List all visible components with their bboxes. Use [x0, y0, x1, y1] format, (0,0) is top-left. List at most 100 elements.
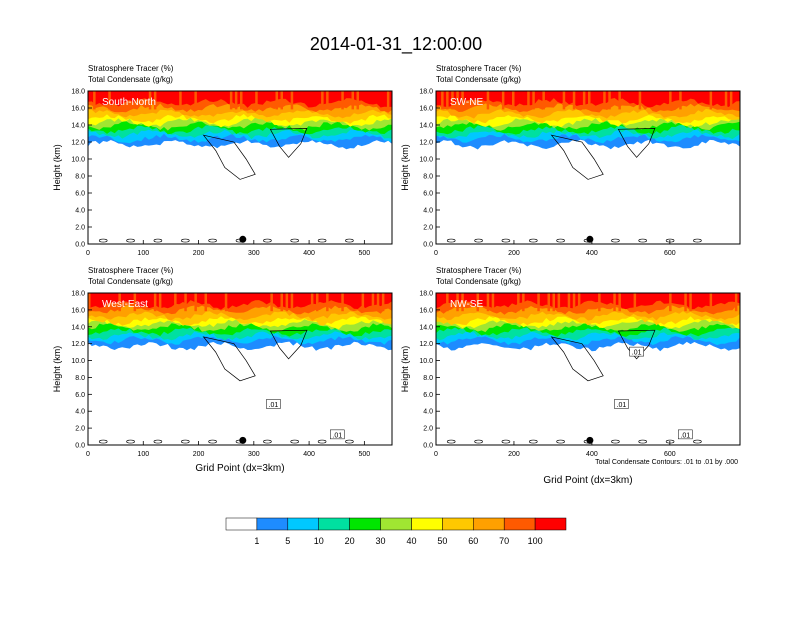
y-tick-label: 14.0 [419, 324, 433, 331]
x-tick-label: 400 [303, 451, 315, 458]
tracer-stripe [613, 293, 616, 312]
colorbar-label: 40 [406, 536, 416, 546]
y-tick-label: 10.0 [419, 358, 433, 365]
tracer-stripe [618, 293, 621, 312]
y-tick-label: 4.0 [423, 208, 433, 215]
y-tick-label: 2.0 [423, 426, 433, 433]
panels: South-North Stratosphere Tracer (%) Total … [52, 64, 741, 486]
panel-field [88, 91, 392, 243]
contour-label: .01 [678, 429, 693, 439]
tracer-stripe [285, 293, 289, 312]
y-tick-label: 8.0 [75, 174, 85, 181]
y-tick-label: 10.0 [419, 157, 433, 164]
tracer-stripe [93, 91, 96, 110]
y-tick-label: 18.0 [71, 89, 85, 96]
condensate-contour [693, 238, 702, 243]
tracer-stripe [527, 91, 530, 110]
y-tick-label: 6.0 [423, 191, 433, 198]
condensate-contour [208, 238, 217, 243]
tracer-stripe [618, 91, 621, 110]
x-tick-label: 300 [248, 250, 260, 257]
tracer-stripe [486, 91, 490, 110]
tracer-stripe [280, 91, 283, 110]
condensate-contour [126, 439, 135, 444]
x-tick-label: 200 [508, 451, 520, 458]
y-tick-label: 4.0 [75, 208, 85, 215]
tracer-stripe [491, 293, 495, 312]
condensate-contour [611, 439, 620, 444]
tracer-stripe [638, 91, 642, 110]
y-tick-label: 2.0 [75, 225, 85, 232]
tracer-stripe [371, 293, 375, 312]
x-tick-label: 100 [137, 451, 149, 458]
tracer-stripe [351, 91, 354, 110]
condensate-contour [501, 238, 511, 243]
y-tick-label: 0.0 [75, 443, 85, 450]
condensate-contour [290, 238, 300, 243]
y-tick-label: 16.0 [419, 307, 433, 314]
condensate-contour [556, 439, 565, 444]
condensate-contour [474, 439, 483, 444]
y-tick-label: 4.0 [423, 409, 433, 416]
y-axis-label: Height (km) [400, 346, 410, 393]
tracer-stripe [234, 91, 238, 110]
tracer-stripe [669, 91, 672, 110]
x-tick-label: 200 [508, 250, 520, 257]
x-tick-label: 200 [193, 250, 205, 257]
condensate-contour [501, 439, 511, 444]
condensate-contour [263, 238, 272, 243]
panel-title-line1: Stratosphere Tracer (%) [88, 64, 174, 73]
condensate-contour [317, 238, 327, 243]
tracer-stripe [174, 293, 177, 312]
x-tick-label: 600 [664, 250, 676, 257]
contour-note: Total Condensate Contours: .01 to .01 by… [595, 459, 738, 466]
condensate-contour [263, 439, 272, 444]
tracer-stripe [461, 293, 464, 312]
tracer-stripe [532, 91, 535, 110]
y-tick-label: 12.0 [419, 341, 433, 348]
tracer-stripe [108, 91, 111, 110]
x-tick-label: 100 [137, 250, 149, 257]
tracer-stripe [709, 293, 713, 312]
condensate-contour [269, 128, 308, 158]
y-tick-label: 6.0 [75, 191, 85, 198]
condensate-contour [181, 439, 190, 444]
tracer-stripe [501, 91, 505, 110]
tracer-stripe [255, 91, 258, 110]
x-tick-label: 0 [86, 250, 90, 257]
y-tick-label: 16.0 [419, 106, 433, 113]
tracer-stripe [446, 91, 449, 110]
y-tick-label: 0.0 [423, 242, 433, 249]
tracer-stripe [118, 293, 121, 312]
tracer-stripe [194, 293, 197, 312]
y-tick-label: 12.0 [71, 140, 85, 147]
tracer-stripe [577, 293, 581, 312]
x-tick-label: 500 [359, 250, 371, 257]
location-marker [239, 436, 247, 444]
y-tick-label: 0.0 [75, 242, 85, 249]
panel-title-line2: Total Condensate (g/kg) [88, 75, 173, 84]
panel-0: South-North Stratosphere Tracer (%) Total … [52, 64, 393, 257]
condensate-contour [611, 238, 620, 243]
colorbar-label: 1 [254, 536, 259, 546]
tracer-stripe [456, 91, 459, 110]
tracer-stripe [684, 293, 687, 312]
tracer-stripe [734, 293, 738, 312]
y-tick-label: 12.0 [419, 140, 433, 147]
tracer-stripe [456, 293, 459, 312]
tracer-stripe [562, 91, 566, 110]
tracer-stripe [158, 293, 162, 312]
tracer-stripe [240, 91, 243, 110]
colorbar: 1 5 10 20 30 40 50 60 70 100 [225, 517, 567, 546]
condensate-contour [617, 128, 656, 158]
x-tick-label: 0 [434, 451, 438, 458]
location-marker [586, 235, 594, 243]
tracer-stripe [633, 293, 637, 312]
contour-label: .01 [614, 399, 629, 409]
y-tick-label: 6.0 [75, 392, 85, 399]
x-tick-label: 600 [664, 451, 676, 458]
condensate-contour [638, 439, 648, 444]
colorbar-swatch [318, 517, 350, 531]
condensate-contour [550, 134, 604, 180]
tracer-stripe [461, 91, 464, 110]
